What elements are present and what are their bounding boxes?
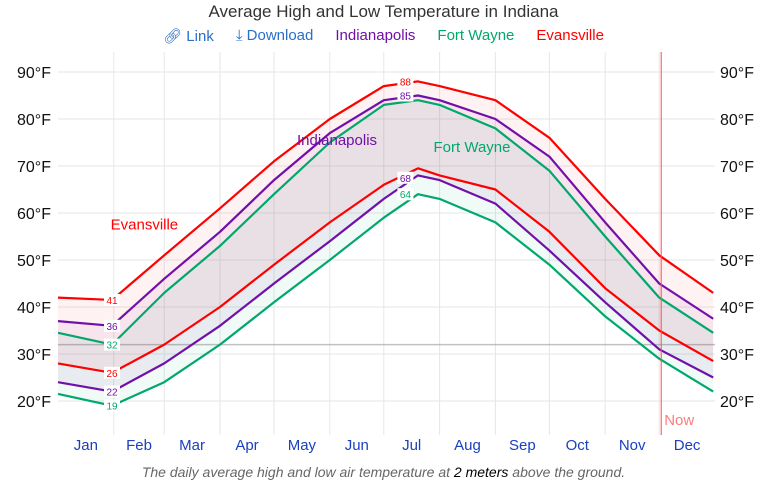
chart-title: Average High and Low Temperature in Indi… (208, 2, 559, 21)
data-label: 64 (400, 190, 412, 201)
x-tick-label: Dec (674, 437, 701, 454)
series-annotation: Indianapolis (297, 132, 377, 149)
data-label: 36 (106, 322, 118, 333)
data-label: 22 (106, 388, 118, 399)
y-tick-label-right: 20°F (720, 394, 754, 411)
data-label: 32 (106, 341, 118, 352)
link-icon: 🔗︎ (163, 28, 187, 45)
data-label-bg (104, 366, 120, 379)
data-label: 88 (400, 77, 412, 88)
y-tick-label-right: 80°F (720, 112, 754, 129)
data-label-bg (104, 338, 120, 351)
series-annotation: Evansville (111, 216, 179, 233)
y-tick-label-right: 90°F (720, 65, 754, 82)
legend-indianapolis[interactable]: Indianapolis (335, 27, 416, 44)
y-tick-label-left: 80°F (17, 112, 51, 129)
download-button[interactable]: ⤓ Download (235, 27, 314, 44)
y-tick-label-right: 60°F (720, 206, 754, 223)
series-annotation: Fort Wayne (434, 139, 511, 156)
y-tick-label-right: 30°F (720, 347, 754, 364)
data-label-bg (397, 188, 414, 201)
data-label-bg (397, 89, 414, 102)
y-tick-label-right: 40°F (720, 300, 754, 317)
y-tick-label-left: 60°F (17, 206, 51, 223)
y-tick-label-right: 50°F (720, 253, 754, 270)
x-tick-label: Feb (126, 437, 152, 454)
y-tick-label-left: 70°F (17, 159, 51, 176)
y-tick-label-right: 70°F (720, 159, 754, 176)
legend-fort-wayne[interactable]: Fort Wayne (437, 27, 515, 44)
legend: 🔗︎ Link ⤓ Download Indianapolis Fort Way… (0, 27, 767, 45)
x-tick-label: Nov (619, 437, 646, 454)
x-tick-label: Oct (566, 437, 590, 454)
link-button[interactable]: 🔗︎ Link (163, 28, 214, 45)
data-label-bg (104, 319, 120, 332)
download-icon: ⤓ (235, 27, 247, 44)
y-tick-label-left: 30°F (17, 347, 51, 364)
data-label-bg (104, 293, 120, 306)
caption: The daily average high and low air tempe… (141, 464, 626, 480)
data-label: 85 (400, 92, 412, 103)
band-fort-wayne (58, 100, 714, 406)
data-label: 41 (106, 296, 118, 307)
x-tick-label: Apr (235, 437, 258, 454)
data-label: 19 (106, 402, 118, 413)
y-tick-label-left: 20°F (17, 394, 51, 411)
line-fort-wayne-low (57, 193, 714, 407)
x-tick-label: Aug (454, 437, 481, 454)
x-tick-label: Jun (345, 437, 369, 454)
y-tick-label-left: 90°F (17, 65, 51, 82)
data-label-bg (104, 385, 120, 398)
x-tick-label: Jan (74, 437, 98, 454)
y-tick-label-left: 50°F (17, 253, 51, 270)
band-evansville (58, 81, 714, 373)
x-tick-label: Jul (402, 437, 421, 454)
legend-evansville[interactable]: Evansville (536, 27, 604, 44)
data-label: 26 (106, 369, 118, 380)
data-label-bg (104, 399, 120, 412)
y-tick-label-left: 40°F (17, 300, 51, 317)
x-tick-label: Sep (509, 437, 536, 454)
now-label: Now (664, 412, 694, 429)
line-indianapolis-low (57, 174, 714, 393)
line-fort-wayne-high (57, 99, 714, 346)
data-label-bg (397, 75, 414, 88)
x-tick-label: Mar (179, 437, 205, 454)
x-tick-label: May (288, 437, 317, 454)
data-label-bg (397, 171, 414, 184)
data-label: 68 (400, 174, 412, 185)
